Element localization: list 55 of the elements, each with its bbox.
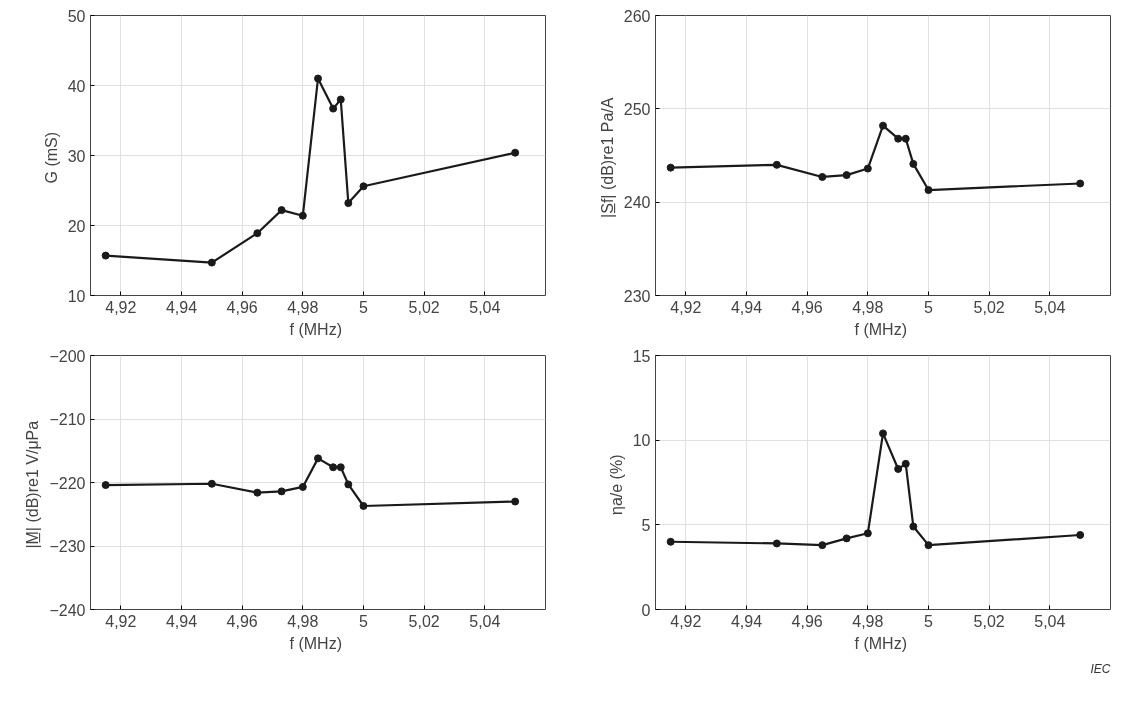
x-tick-label: 4,92 bbox=[105, 298, 137, 316]
x-tick-label: 4,96 bbox=[226, 612, 258, 630]
x-tick-label: 5,02 bbox=[408, 298, 440, 316]
y-tick-label: 15 bbox=[632, 347, 651, 365]
x-tick-label: 4,94 bbox=[165, 612, 198, 630]
x-tick-label: 4,92 bbox=[670, 612, 702, 630]
y-tick-label: 40 bbox=[67, 77, 86, 95]
x-tick-label: 5 bbox=[359, 298, 369, 316]
y-tick-label: 230 bbox=[623, 287, 651, 305]
y-tick-label: 20 bbox=[67, 217, 86, 235]
y-tick-label: 10 bbox=[67, 287, 86, 305]
x-tick-label: 5 bbox=[924, 298, 934, 316]
y-tick-label: 240 bbox=[623, 194, 651, 212]
x-tick-label: 4,96 bbox=[226, 298, 258, 316]
y-tick-label: −220 bbox=[49, 474, 86, 492]
y-tick-label: 0 bbox=[641, 601, 651, 619]
x-tick-label: 4,98 bbox=[852, 298, 884, 316]
x-axis-title: f (MHz) bbox=[289, 320, 342, 338]
x-tick-label: 4,98 bbox=[852, 612, 884, 630]
y-tick-label: −230 bbox=[49, 538, 86, 555]
x-tick-label: 4,94 bbox=[730, 298, 763, 316]
y-tick-label: 30 bbox=[67, 147, 86, 165]
x-tick-label: 4,98 bbox=[287, 612, 319, 630]
x-axis-title: f (MHz) bbox=[289, 634, 342, 652]
x-tick-label: 4,96 bbox=[791, 612, 823, 630]
x-axis-title: f (MHz) bbox=[854, 634, 907, 652]
y-tick-label: −240 bbox=[49, 601, 86, 619]
y-tick-label: −200 bbox=[49, 347, 86, 365]
y-axis-title: |S̲f| (dB)re1 Pa/A bbox=[598, 97, 616, 218]
text: IEC bbox=[1090, 661, 1111, 676]
y-tick-label: −210 bbox=[49, 411, 86, 428]
x-axis-title: f (MHz) bbox=[854, 320, 907, 338]
x-tick-label: 5,02 bbox=[973, 612, 1005, 630]
y-axis-title: |M̲| (dB)re1 V/μPa bbox=[24, 420, 42, 549]
x-tick-label: 5,04 bbox=[469, 612, 501, 630]
x-tick-label: 4,92 bbox=[670, 298, 702, 316]
x-tick-label: 4,94 bbox=[165, 298, 198, 316]
y-tick-label: 5 bbox=[641, 516, 651, 534]
x-tick-label: 5,04 bbox=[469, 298, 501, 316]
x-tick-label: 4,94 bbox=[730, 612, 763, 630]
y-axis-title: ηa/e (%) bbox=[607, 454, 625, 515]
x-tick-label: 4,96 bbox=[791, 298, 823, 316]
x-tick-label: 5,02 bbox=[973, 298, 1005, 316]
x-tick-label: 5,04 bbox=[1034, 298, 1066, 316]
x-tick-label: 5,04 bbox=[1034, 612, 1066, 630]
y-axis-title: G (mS) bbox=[42, 131, 60, 184]
x-tick-label: 5 bbox=[359, 612, 369, 630]
x-tick-label: 4,92 bbox=[105, 612, 137, 630]
y-tick-label: 250 bbox=[623, 100, 651, 118]
x-tick-label: 4,98 bbox=[287, 298, 319, 316]
y-tick-label: 260 bbox=[623, 7, 651, 25]
y-tick-label: 10 bbox=[632, 432, 651, 450]
x-tick-label: 5 bbox=[924, 612, 934, 630]
y-tick-label: 50 bbox=[67, 7, 86, 25]
x-tick-label: 5,02 bbox=[408, 612, 440, 630]
